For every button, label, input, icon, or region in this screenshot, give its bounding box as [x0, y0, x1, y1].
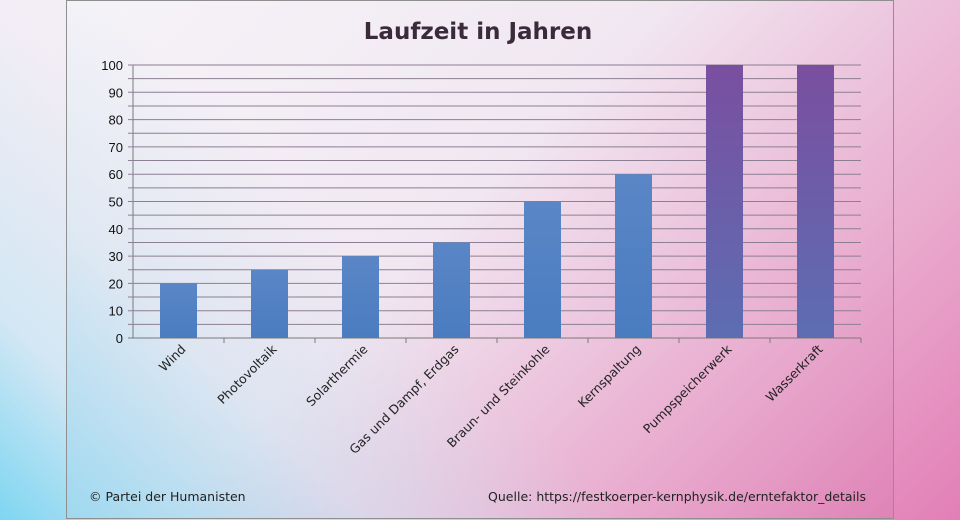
y-tick-label: 50 [109, 195, 123, 210]
x-tick-label: Solarthermie [303, 341, 371, 409]
y-tick-label: 10 [109, 304, 123, 319]
y-tick-label: 0 [116, 331, 123, 346]
bar-photovoltaik [251, 269, 288, 338]
x-tick-label: Kernspaltung [575, 342, 644, 411]
bar-chart: Laufzeit in Jahren 0 10 20 30 40 50 60 70 80 90 10… [89, 19, 866, 504]
x-tick-label: Braun- und Steinkohle [444, 341, 553, 450]
y-axis-ticks: 0 10 20 30 40 50 60 70 80 90 100 [101, 58, 123, 346]
x-tick-label: Pumpspeicherwerk [640, 341, 735, 436]
y-tick-label: 90 [109, 85, 123, 100]
y-tick-label: 80 [109, 113, 123, 128]
bar-wind [160, 283, 197, 338]
bar-gas-und-dampf-erdgas [433, 242, 470, 338]
x-tick-label: Wind [156, 342, 189, 375]
footer-source: Quelle: https://festkoerper-kernphysik.d… [488, 489, 866, 504]
y-tick-label: 30 [109, 249, 123, 264]
x-tick-label: Photovoltaik [214, 341, 280, 407]
bar-braun-und-steinkohle [524, 201, 561, 338]
x-tick-label: Wasserkraft [763, 341, 826, 404]
bars [160, 65, 862, 343]
y-tick-label: 60 [109, 167, 123, 182]
bar-pumpspeicherwerk [706, 65, 743, 338]
chart-title: Laufzeit in Jahren [364, 19, 592, 45]
y-tick-label: 20 [109, 276, 123, 291]
panel-tint [67, 1, 893, 518]
bar-kernspaltung [615, 174, 652, 338]
y-tick-label: 70 [109, 140, 123, 155]
gridlines [128, 64, 861, 339]
y-tick-label: 100 [101, 58, 123, 73]
bar-solarthermie [342, 256, 379, 338]
bar-wasserkraft [797, 65, 834, 338]
chart-panel: Laufzeit in Jahren 0 10 20 30 40 50 60 70 80 90 10… [66, 0, 894, 519]
footer-copyright: © Partei der Humanisten [89, 489, 246, 504]
y-tick-label: 40 [109, 222, 123, 237]
